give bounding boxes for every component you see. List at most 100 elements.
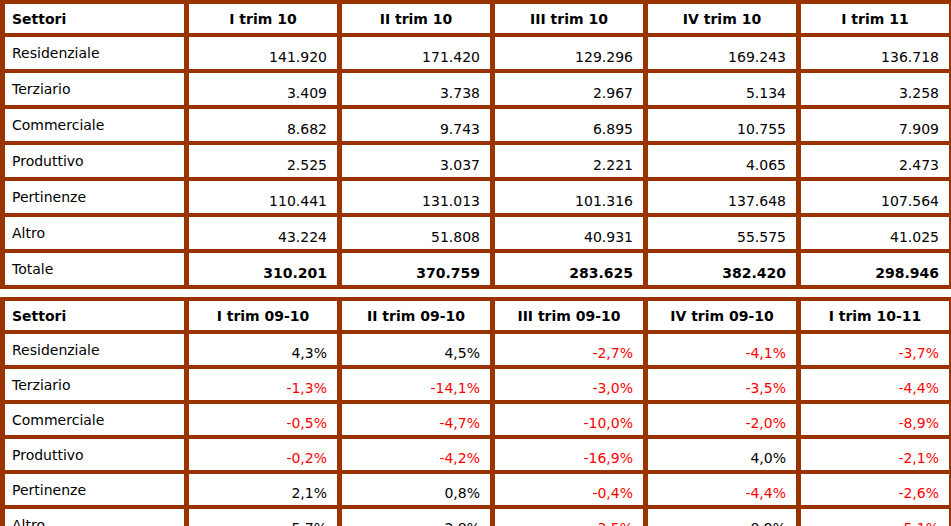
cell-value: 0,9% — [646, 507, 799, 526]
corner-header-settori: Settori — [3, 2, 187, 35]
cell-value: 101.316 — [493, 179, 646, 215]
row-label: Produttivo — [3, 143, 187, 179]
cell-value: -3,0% — [493, 367, 646, 402]
row-label: Pertinenze — [3, 179, 187, 215]
cell-value: 2.967 — [493, 71, 646, 107]
table-row: Residenziale141.920171.420129.296169.243… — [3, 35, 951, 71]
cell-value: -0,5% — [187, 402, 340, 437]
cell-value: -10,0% — [493, 402, 646, 437]
cell-value: 51.808 — [340, 215, 493, 251]
row-label: Commerciale — [3, 107, 187, 143]
cell-value: -4,1% — [646, 332, 799, 367]
cell-value: -3,5% — [646, 367, 799, 402]
column-header: III trim 09-10 — [493, 299, 646, 332]
cell-value: 107.564 — [799, 179, 951, 215]
cell-value: -0,4% — [493, 472, 646, 507]
row-label: Altro — [3, 507, 187, 526]
cell-value: 3.037 — [340, 143, 493, 179]
table-row: Produttivo-0,2%-4,2%-16,9%4,0%-2,1% — [3, 437, 951, 472]
cell-value: 10.755 — [646, 107, 799, 143]
cell-value: 310.201 — [187, 251, 340, 287]
cell-value: 298.946 — [799, 251, 951, 287]
cell-value: 2.525 — [187, 143, 340, 179]
table-row: Residenziale4,3%4,5%-2,7%-4,1%-3,7% — [3, 332, 951, 367]
cell-value: -2,7% — [493, 332, 646, 367]
cell-value: 137.648 — [646, 179, 799, 215]
cell-value: 5,7% — [187, 507, 340, 526]
cell-value: 2.473 — [799, 143, 951, 179]
cell-value: 370.759 — [340, 251, 493, 287]
column-header: II trim 10 — [340, 2, 493, 35]
cell-value: -14,1% — [340, 367, 493, 402]
cell-value: 3.258 — [799, 71, 951, 107]
cell-value: 131.013 — [340, 179, 493, 215]
cell-value: -4,7% — [340, 402, 493, 437]
row-label: Commerciale — [3, 402, 187, 437]
table-header-row: SettoriI trim 09-10II trim 09-10III trim… — [3, 299, 951, 332]
cell-value: 8.682 — [187, 107, 340, 143]
cell-value: -2,0% — [646, 402, 799, 437]
cell-value: 4,3% — [187, 332, 340, 367]
cell-value: -0,2% — [187, 437, 340, 472]
quarterly-sector-tables: SettoriI trim 10II trim 10III trim 10IV … — [0, 0, 951, 526]
cell-value: 141.920 — [187, 35, 340, 71]
cell-value: -2,6% — [799, 472, 951, 507]
cell-value: -1,3% — [187, 367, 340, 402]
cell-value: 43.224 — [187, 215, 340, 251]
column-header: I trim 09-10 — [187, 299, 340, 332]
row-label: Produttivo — [3, 437, 187, 472]
cell-value: 283.625 — [493, 251, 646, 287]
cell-value: 5.134 — [646, 71, 799, 107]
cell-value: -3,5% — [493, 507, 646, 526]
cell-value: 4.065 — [646, 143, 799, 179]
cell-value: 4,0% — [646, 437, 799, 472]
table-header-row: SettoriI trim 10II trim 10III trim 10IV … — [3, 2, 951, 35]
cell-value: -3,7% — [799, 332, 951, 367]
table-row: Terziario3.4093.7382.9675.1343.258 — [3, 71, 951, 107]
cell-value: 7.909 — [799, 107, 951, 143]
table-row: Produttivo2.5253.0372.2214.0652.473 — [3, 143, 951, 179]
cell-value: 2.221 — [493, 143, 646, 179]
table-row: Altro5,7%2,8%-3,5%0,9%-5,1% — [3, 507, 951, 526]
cell-value: 136.718 — [799, 35, 951, 71]
row-label: Terziario — [3, 367, 187, 402]
table-row: Totale310.201370.759283.625382.420298.94… — [3, 251, 951, 287]
cell-value: 171.420 — [340, 35, 493, 71]
column-header: I trim 10-11 — [799, 299, 951, 332]
cell-value: 110.441 — [187, 179, 340, 215]
cell-value: -4,4% — [799, 367, 951, 402]
cell-value: 2,1% — [187, 472, 340, 507]
table-row: Commerciale-0,5%-4,7%-10,0%-2,0%-8,9% — [3, 402, 951, 437]
column-header: I trim 11 — [799, 2, 951, 35]
cell-value: 9.743 — [340, 107, 493, 143]
cell-value: -16,9% — [493, 437, 646, 472]
cell-value: 55.575 — [646, 215, 799, 251]
cell-value: -8,9% — [799, 402, 951, 437]
row-label: Totale — [3, 251, 187, 287]
table-row: Altro43.22451.80840.93155.57541.025 — [3, 215, 951, 251]
cell-value: 169.243 — [646, 35, 799, 71]
cell-value: -4,2% — [340, 437, 493, 472]
row-label: Altro — [3, 215, 187, 251]
cell-value: 3.738 — [340, 71, 493, 107]
table-row: Pertinenze2,1%0,8%-0,4%-4,4%-2,6% — [3, 472, 951, 507]
cell-value: 129.296 — [493, 35, 646, 71]
table-row: Pertinenze110.441131.013101.316137.64810… — [3, 179, 951, 215]
column-header: III trim 10 — [493, 2, 646, 35]
table-sector-percent-change-by-quarter: SettoriI trim 09-10II trim 09-10III trim… — [0, 297, 951, 526]
cell-value: 0,8% — [340, 472, 493, 507]
column-header: IV trim 09-10 — [646, 299, 799, 332]
column-header: I trim 10 — [187, 2, 340, 35]
row-label: Pertinenze — [3, 472, 187, 507]
column-header: II trim 09-10 — [340, 299, 493, 332]
row-label: Terziario — [3, 71, 187, 107]
cell-value: 4,5% — [340, 332, 493, 367]
cell-value: 382.420 — [646, 251, 799, 287]
cell-value: -2,1% — [799, 437, 951, 472]
cell-value: 3.409 — [187, 71, 340, 107]
table-sector-values-by-quarter: SettoriI trim 10II trim 10III trim 10IV … — [0, 0, 951, 289]
corner-header-settori: Settori — [3, 299, 187, 332]
cell-value: -4,4% — [646, 472, 799, 507]
column-header: IV trim 10 — [646, 2, 799, 35]
cell-value: 40.931 — [493, 215, 646, 251]
